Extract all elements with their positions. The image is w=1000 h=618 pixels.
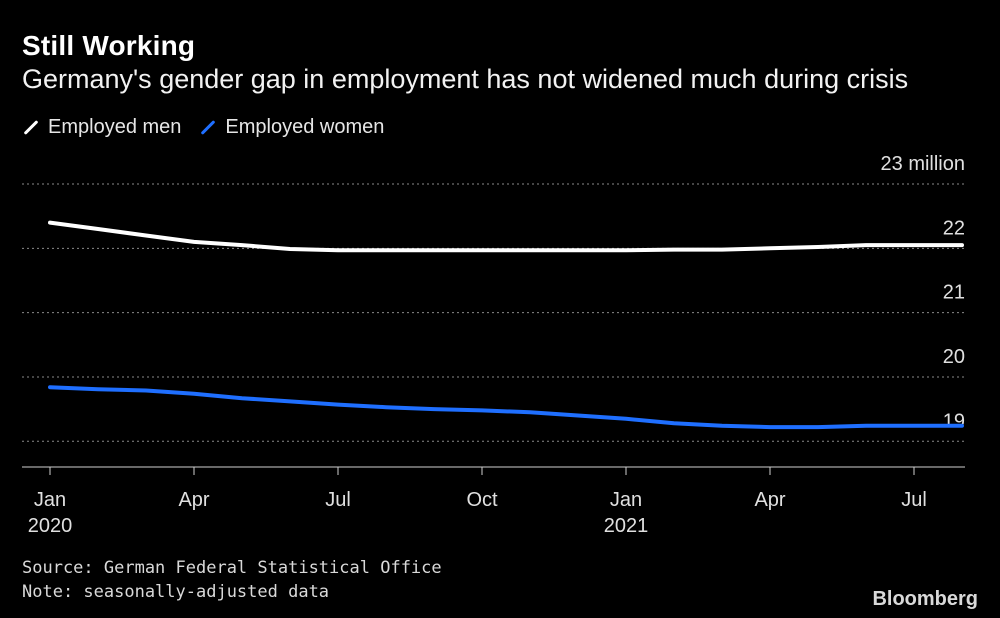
source-text: Source: German Federal Statistical Offic… (22, 558, 442, 578)
legend-label-women: Employed women (225, 116, 385, 138)
bloomberg-logo: Bloomberg (872, 588, 978, 610)
x-tick-label-6: Jul (901, 489, 927, 511)
x-tick-label-4: Jan (610, 489, 642, 511)
series-line-employed-men (48, 220, 964, 253)
legend: Employed men Employed women (22, 116, 402, 139)
x-tick-label-2: Jul (325, 489, 351, 511)
chart-title: Still Working (22, 30, 196, 61)
x-tick-label-3: Oct (466, 489, 498, 511)
note-text: Note: seasonally-adjusted data (22, 582, 330, 602)
source-notes: Source: German Federal Statistical Offic… (22, 556, 442, 604)
x-tick-label-0: Jan (34, 489, 66, 511)
y-tick-label-23: 23 million (881, 153, 965, 175)
y-tick-label-22: 22 (943, 217, 965, 239)
x-tick-label-5: Apr (754, 489, 785, 511)
y-tick-label-21: 21 (943, 282, 965, 304)
legend-label-men: Employed men (48, 116, 182, 138)
legend-item-women: Employed women (199, 116, 384, 139)
x-tick-sublabel-0: 2020 (28, 515, 73, 537)
x-tick-sublabel-4: 2021 (604, 515, 649, 537)
y-tick-label-19: 19 (943, 410, 965, 432)
chart-subtitle: Germany's gender gap in employment has n… (22, 64, 909, 94)
y-tick-label-20: 20 (943, 346, 965, 368)
legend-item-men: Employed men (22, 116, 181, 139)
series-line-employed-women (48, 385, 964, 430)
x-tick-label-1: Apr (178, 489, 209, 511)
